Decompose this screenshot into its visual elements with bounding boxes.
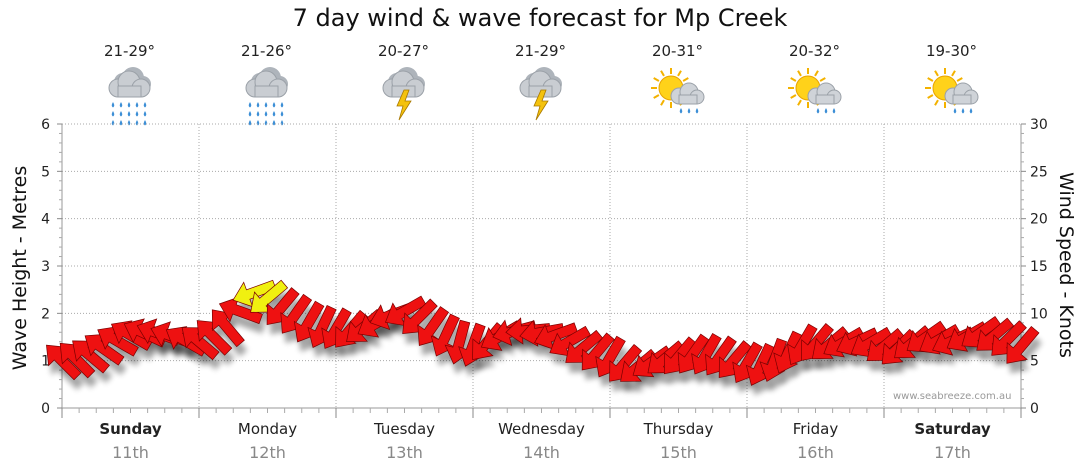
day-forecast: 20-27° [354,42,454,126]
right-tick-label: 25 [1030,164,1048,180]
left-tick-label: 0 [41,401,50,417]
left-tick-label: 4 [41,212,50,228]
chart-title: 7 day wind & wave forecast for Mp Creek [292,4,788,32]
left-tick-label: 3 [41,259,50,275]
right-tick-label: 30 [1030,117,1048,133]
day-date: 14th [523,443,560,462]
day-forecast: 21-29° [491,42,591,126]
day-forecast: 20-31° [628,42,728,126]
left-tick-label: 2 [41,306,50,322]
temperature-range: 21-26° [240,42,293,60]
day-name: Tuesday [373,420,436,438]
temperature-range: 20-32° [788,42,841,60]
day-forecast: 21-26° [217,42,317,126]
right-tick-label: 20 [1030,212,1048,228]
right-tick-label: 5 [1030,354,1039,370]
wind-arrow-shadow [1009,336,1042,374]
wind-arrow [549,325,591,357]
day-date: 11th [112,443,149,462]
temperature-range: 21-29° [103,42,156,60]
day-date: 15th [660,443,697,462]
thunderstorm-icon [519,67,562,121]
sun-shower-icon [787,68,841,114]
day-forecast: 21-29° [80,42,180,126]
wind-arrow [84,333,125,366]
day-label: Sunday 11th [66,420,196,462]
rain-icon [108,67,151,126]
day-name: Wednesday [498,420,585,438]
wind-arrow [196,320,233,356]
day-date: 13th [386,443,423,462]
wind-arrow [218,296,263,325]
temperature-range: 20-27° [377,42,430,60]
day-label: Thursday 15th [614,420,744,462]
day-name: Thursday [643,420,714,438]
left-tick-label: 1 [41,354,50,370]
wind-arrow [384,295,427,327]
wind-arrows [46,279,1040,386]
wind-arrow-shadow [405,309,441,344]
left-tick-label: 5 [41,164,50,180]
sun-shower-icon [924,68,978,114]
day-forecast: 19-30° [902,42,1002,126]
wind-arrow [181,327,220,361]
wind-arrow [430,313,460,357]
day-label: Friday 16th [751,420,881,462]
day-date: 17th [934,443,971,462]
wind-arrow-shadow [88,344,127,376]
day-date: 12th [249,443,286,462]
chart-axes: 0 1 2 3 4 5 6 0 5 10 15 20 25 30 [41,117,1048,418]
day-label: Saturday 17th [888,420,1018,462]
day-label: Tuesday 13th [340,420,470,462]
right-tick-label: 15 [1030,259,1048,275]
day-forecast: 20-32° [765,42,865,126]
wind-arrow [250,279,289,313]
wind-arrow-shadow [283,304,315,344]
day-date: 16th [797,443,834,462]
day-label: Monday 12th [203,420,333,462]
temperature-range: 19-30° [925,42,978,60]
wind-arrow [1006,325,1040,364]
wind-arrow-shadow [75,350,113,383]
wind-arrow-shadow [420,316,452,356]
thunderstorm-icon [382,67,425,121]
wind-arrow [59,342,96,379]
left-tick-label: 6 [41,117,50,133]
day-name: Saturday [914,420,991,438]
day-name: Sunday [99,420,162,438]
right-axis-label: Wind Speed - Knots [1055,172,1077,358]
right-tick-label: 10 [1030,306,1048,322]
right-tick-label: 0 [1030,401,1039,417]
left-axis-label: Wave Height - Metres [9,165,31,371]
wind-arrow [417,306,450,346]
day-label: Wednesday 14th [477,420,607,462]
watermark: www.seabreeze.com.au [893,391,1012,402]
sun-shower-icon [650,68,704,114]
wind-arrow [72,340,110,374]
day-name: Monday [237,420,298,438]
rain-icon [245,67,288,126]
day-name: Friday [792,420,839,438]
wind-arrow [211,309,245,348]
temperature-range: 20-31° [651,42,704,60]
wind-arrow-shadow [253,290,291,323]
temperature-range: 21-29° [514,42,567,60]
